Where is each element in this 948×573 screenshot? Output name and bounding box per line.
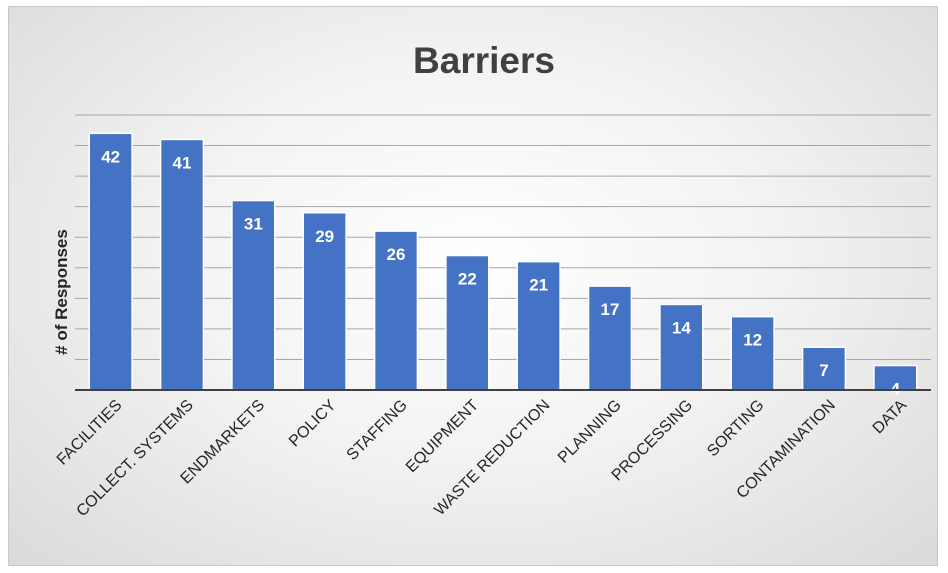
bar — [231, 199, 276, 391]
data-label: 41 — [173, 153, 192, 172]
x-tick-label: DATA — [870, 397, 911, 438]
bar-chart: Barriers # of Responses 42 41 31 29 26 22 21 17… — [52, 40, 931, 521]
x-tick-label: SORTING — [704, 397, 767, 460]
x-tick-label: PLANNING — [555, 397, 625, 467]
data-label: 26 — [387, 245, 406, 264]
x-tick-label: FACILITIES — [54, 397, 126, 469]
bar — [659, 303, 704, 391]
x-tick-label: EQUIPMENT — [403, 397, 482, 476]
data-label: 31 — [244, 215, 263, 234]
bars — [88, 132, 918, 391]
chart-area: Barriers # of Responses 42 41 31 29 26 22 21 17… — [8, 6, 938, 566]
chart-title: Barriers — [413, 40, 555, 81]
data-label: 14 — [672, 318, 691, 337]
data-label: 17 — [601, 300, 620, 319]
x-tick-label: STAFFING — [344, 397, 411, 464]
bar — [873, 364, 918, 391]
data-label: 42 — [101, 147, 120, 166]
data-label: 21 — [529, 276, 548, 295]
bar — [159, 138, 205, 391]
data-label: 29 — [315, 227, 334, 246]
data-label: 12 — [743, 331, 762, 350]
gridlines — [75, 114, 931, 360]
x-tick-label: COLLECT. SYSTEMS — [74, 397, 197, 520]
y-axis-label: # of Responses — [52, 229, 71, 355]
x-tick-label: POLICY — [286, 397, 340, 451]
data-labels: 4241312926222117141274 — [101, 147, 900, 398]
bar — [801, 346, 847, 391]
x-tick-label: WASTE REDUCTION — [431, 397, 553, 519]
data-label: 22 — [458, 270, 477, 289]
bar — [88, 132, 133, 391]
data-label: 7 — [819, 361, 828, 380]
bar — [730, 315, 775, 391]
